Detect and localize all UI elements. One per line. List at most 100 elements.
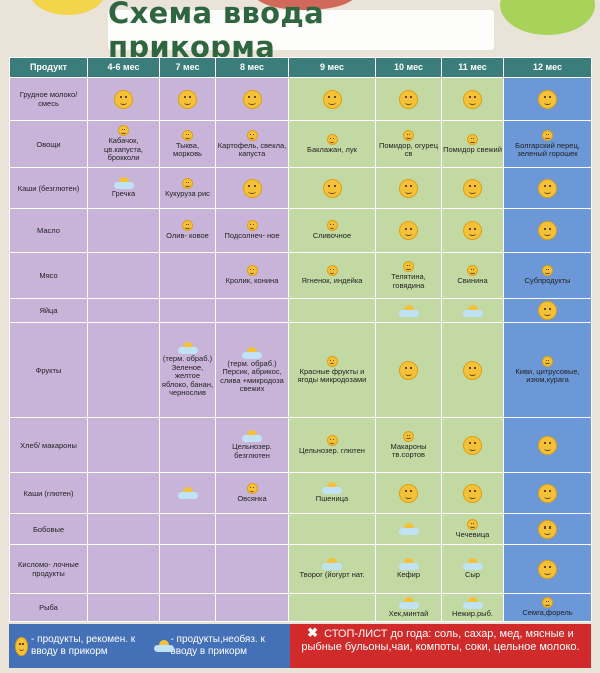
schedule-cell: Помидор, огурец св — [375, 120, 442, 168]
smiley-icon — [322, 178, 342, 198]
smiley-icon — [322, 89, 342, 109]
feeding-schedule-table: Продукт 4-6 мес 7 мес 8 мес 9 мес 10 мес… — [9, 57, 592, 623]
header-row: Продукт 4-6 мес 7 мес 8 мес 9 мес 10 мес… — [9, 57, 592, 78]
schedule-cell — [503, 76, 592, 122]
product-label: Яйца — [9, 298, 88, 324]
cell-text: Красные фрукты и ягоды микродозами — [297, 366, 367, 385]
cell-text: Сыр — [465, 570, 480, 580]
schedule-cell: Семга,форель — [503, 592, 592, 623]
table-row: Мясо Кролик, конина Ягненок, индейка Теляти… — [9, 251, 592, 300]
product-label: Каши (безглютен) — [9, 166, 88, 210]
smiley-icon — [463, 221, 482, 241]
schedule-cell — [215, 166, 289, 210]
stop-list-text: соль, сахар, мед, мясные и рыбные бульон… — [301, 628, 580, 653]
sun-cloud-icon — [398, 304, 419, 317]
schedule-cell — [87, 417, 160, 473]
schedule-cell — [503, 513, 592, 546]
background-fruit-center — [255, 0, 355, 10]
cell-text: Цельнозер. глютен — [299, 445, 365, 455]
table-row: Хлеб/ макароны Цельнозер. безглютен Цельно… — [9, 417, 592, 473]
smiley-icon — [538, 221, 557, 241]
title-banner: Схема ввода прикорма — [108, 0, 494, 64]
cell-text: Пшеница — [315, 494, 349, 504]
schedule-cell: Помидор свежий — [441, 120, 504, 168]
header-month: 11 мес — [441, 57, 504, 78]
smiley-icon — [538, 483, 557, 503]
schedule-cell: Кабачок, цв.капуста, брокколи — [87, 120, 160, 168]
smiley-icon — [246, 129, 258, 141]
product-label: Масло — [9, 208, 88, 253]
cell-text: Подсолнеч- ное — [224, 231, 280, 241]
schedule-cell: Пшеница — [288, 471, 376, 515]
schedule-cell: Сыр — [441, 544, 504, 594]
schedule-cell: Ягненок, индейка — [288, 251, 376, 300]
schedule-cell: Овсянка — [215, 471, 289, 515]
schedule-cell — [215, 513, 289, 546]
legend-optional: - продукты,необяз. к вводу в прикорм — [154, 634, 284, 658]
schedule-cell — [503, 208, 592, 253]
smiley-icon — [538, 89, 557, 109]
schedule-cell — [503, 544, 592, 594]
smiley-icon — [542, 129, 553, 141]
cell-text: Кефир — [396, 570, 421, 580]
schedule-cell — [215, 76, 289, 122]
table-row: Овощи Кабачок, цв.капуста, брокколи Тыква,… — [9, 120, 592, 168]
smiley-icon — [542, 265, 553, 277]
schedule-cell: Телятина, говядина — [375, 251, 442, 300]
schedule-cell — [375, 322, 442, 419]
schedule-cell: Нежир.рыб. — [441, 592, 504, 623]
schedule-cell: Болгарский перец, зеленый горошек — [503, 120, 592, 168]
smiley-icon — [242, 178, 262, 198]
schedule-cell — [87, 208, 160, 253]
smiley-icon — [403, 430, 414, 442]
schedule-cell: Цельнозер. безглютен — [215, 417, 289, 473]
schedule-cell: Сливочное — [288, 208, 376, 253]
smiley-icon — [399, 89, 418, 109]
schedule-cell: (терм. обраб.) Зеленое, желтое яблоко, б… — [159, 322, 216, 419]
smiley-icon — [178, 89, 197, 109]
schedule-cell: Гречка — [87, 166, 160, 210]
legend-optional-text: - продукты,необяз. к вводу в прикорм — [170, 634, 265, 657]
schedule-cell: Кефир — [375, 544, 442, 594]
product-label: Рыба — [9, 592, 88, 623]
header-month: 10 мес — [375, 57, 442, 78]
product-label: Кисломо- лочные продукты — [9, 544, 88, 594]
schedule-cell: Олив- ковое — [159, 208, 216, 253]
cell-text: Кабачок, цв.капуста, брокколи — [103, 136, 144, 163]
cell-text: Цельнозер. безглютен — [232, 442, 272, 460]
header-month: 7 мес — [159, 57, 216, 78]
cell-text: Кролик, конина — [225, 276, 279, 286]
sun-cloud-icon — [462, 596, 483, 609]
legend-recommended: - продукты, рекомен. к вводу в прикорм — [15, 634, 150, 658]
sun-cloud-icon — [242, 430, 262, 443]
schedule-cell: Киви, цитрусовые, изюм,курага — [503, 322, 592, 419]
cell-text: Нежир.рыб. — [452, 608, 493, 618]
stop-list-title: СТОП-ЛИСТ до года: — [324, 628, 432, 640]
sun-cloud-icon — [242, 346, 262, 359]
schedule-cell — [375, 166, 442, 210]
smiley-icon — [326, 220, 338, 232]
cell-text: Ягненок, индейка — [301, 276, 363, 286]
schedule-cell — [215, 592, 289, 623]
schedule-cell — [288, 298, 376, 324]
background-fruit-right — [500, 0, 595, 35]
sun-cloud-icon — [398, 523, 419, 536]
smiley-icon — [463, 89, 482, 109]
smiley-icon — [399, 483, 418, 503]
smiley-icon — [182, 129, 193, 141]
table-row: Фрукты (терм. обраб.) Зеленое, желтое ябл… — [9, 322, 592, 419]
schedule-cell: Красные фрукты и ягоды микродозами — [288, 322, 376, 419]
schedule-cell: Творог (йогурт нат. — [288, 544, 376, 594]
smiley-icon — [538, 301, 557, 321]
schedule-cell: Чечевица — [441, 513, 504, 546]
smiley-icon — [326, 133, 338, 145]
cell-text: Олив- ковое — [166, 231, 209, 241]
schedule-cell — [288, 76, 376, 122]
cell-text: Помидор свежий — [443, 144, 502, 154]
sun-cloud-icon — [322, 558, 342, 571]
table-row: Каши (глютен) Овсянка Пшеница — [9, 471, 592, 515]
schedule-cell — [87, 544, 160, 594]
schedule-cell: Кукуруза рис — [159, 166, 216, 210]
smiley-icon — [246, 265, 258, 277]
schedule-cell — [503, 471, 592, 515]
